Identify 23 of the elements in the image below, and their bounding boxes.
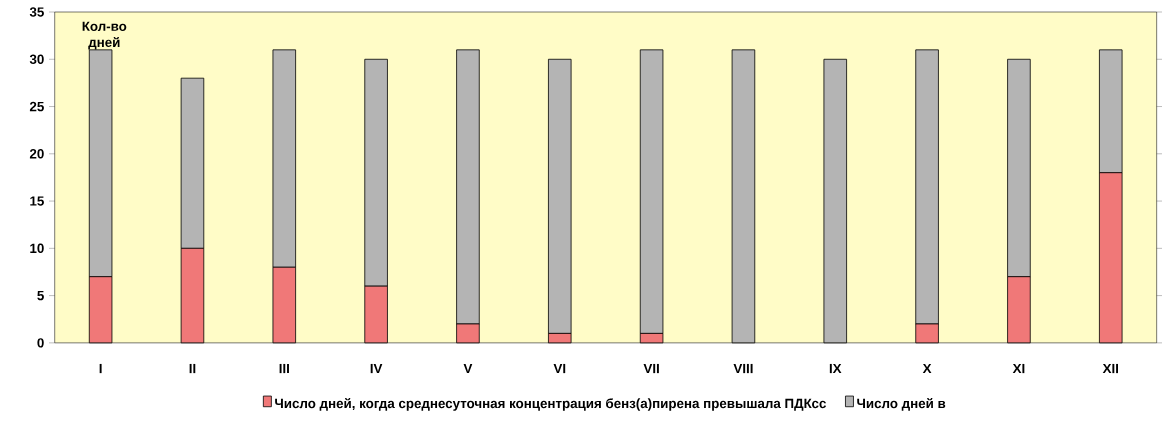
y-tick-label: 15: [30, 196, 44, 206]
y-tick-label: 35: [29, 7, 44, 17]
y-tick-label: 20: [29, 149, 44, 159]
x-tick-label: VI: [553, 363, 566, 374]
x-tick-label: VIII: [733, 363, 753, 374]
x-tick-label: X: [922, 363, 932, 374]
x-tick-label: IV: [370, 363, 383, 374]
y-tick-label: 0: [37, 338, 44, 348]
x-tick-label: IX: [829, 363, 842, 374]
x-tick-label: V: [463, 363, 473, 374]
y-tick-label: 5: [37, 290, 44, 301]
x-tick-label: XI: [1012, 363, 1025, 374]
legend-label: Число дней, когда среднесуточная концентрация бенз(а)пирена превышала ПДКсс: [275, 398, 826, 411]
x-tick-label: II: [189, 363, 196, 374]
x-tick-label: III: [279, 363, 289, 374]
legend-label: Число дней в: [857, 398, 946, 411]
y-axis-title: Кол-во дней: [82, 21, 127, 50]
x-tick-label: VII: [643, 363, 659, 374]
x-tick-label: XII: [1102, 363, 1119, 374]
y-tick-label: 10: [30, 243, 44, 254]
y-tick-label: 30: [29, 54, 44, 65]
y-tick-label: 25: [29, 101, 44, 112]
x-tick-label: I: [99, 363, 102, 374]
